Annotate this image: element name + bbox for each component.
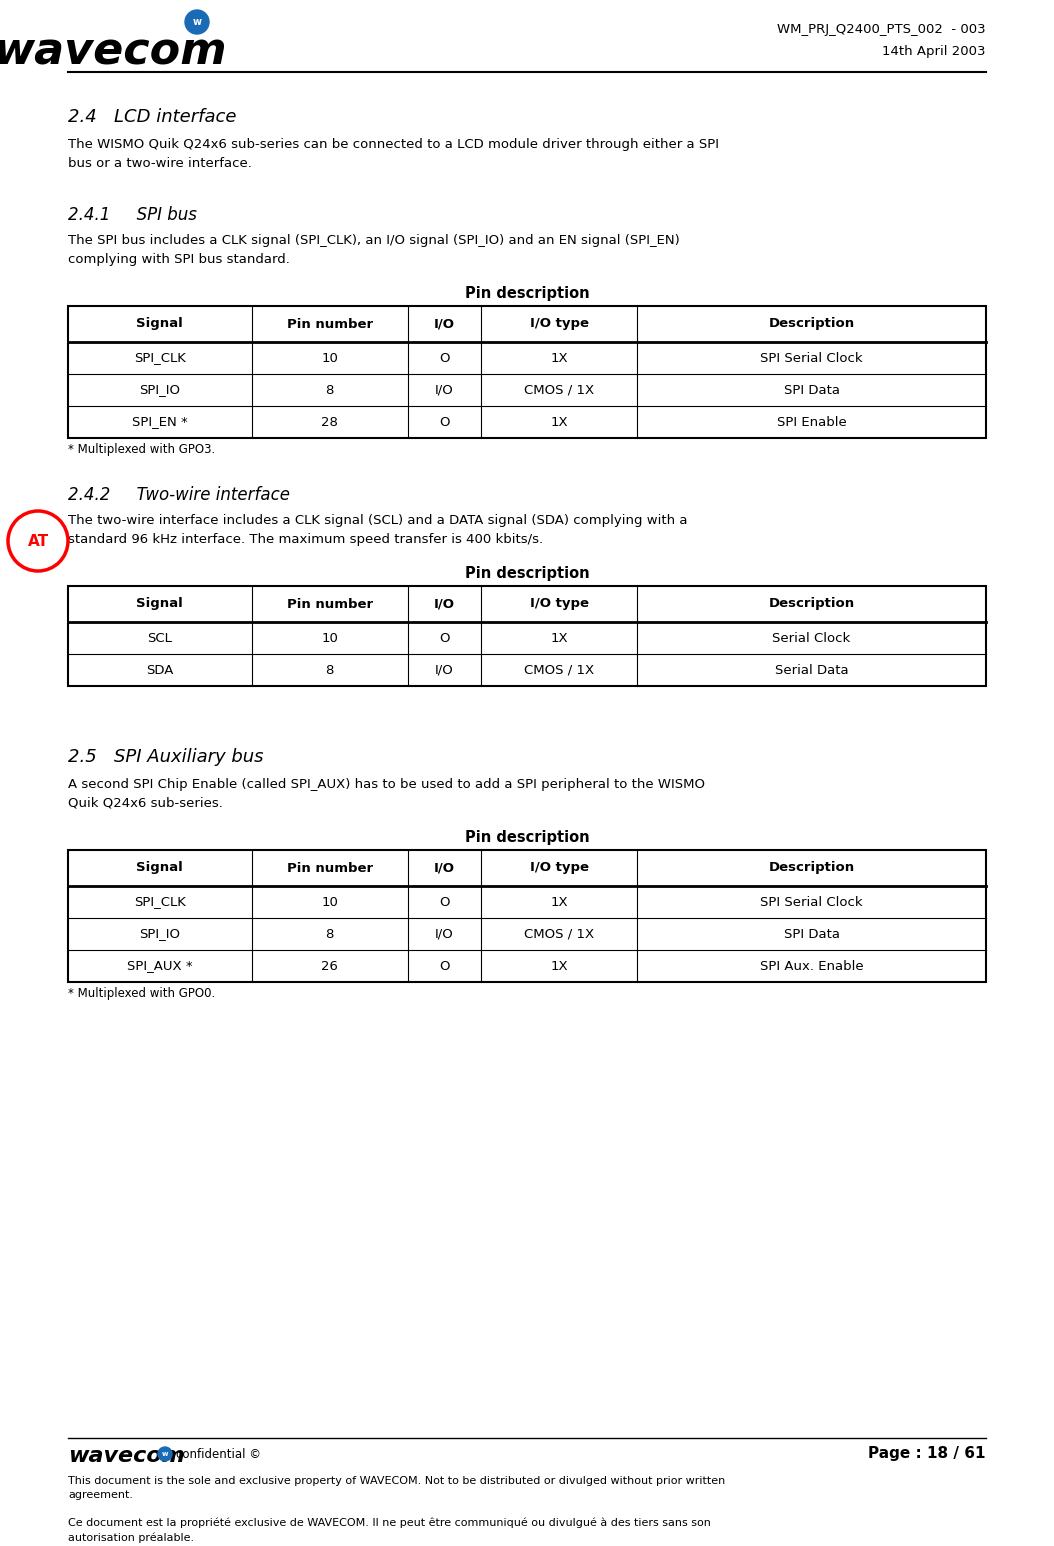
Bar <box>69 850 985 982</box>
Text: w: w <box>161 1452 169 1456</box>
Text: Serial Clock: Serial Clock <box>773 631 851 645</box>
Text: Pin description: Pin description <box>465 830 589 846</box>
Text: w: w <box>193 17 201 26</box>
Text: Pin description: Pin description <box>465 286 589 301</box>
Text: SDA: SDA <box>147 663 174 677</box>
Bar <box>69 306 985 438</box>
Text: I/O type: I/O type <box>529 317 588 331</box>
Text: I/O type: I/O type <box>529 597 588 611</box>
Text: 26: 26 <box>321 960 338 972</box>
Text: 8: 8 <box>326 663 334 677</box>
Text: Page : 18 / 61: Page : 18 / 61 <box>868 1446 985 1461</box>
Text: Signal: Signal <box>136 597 183 611</box>
Text: 14th April 2003: 14th April 2003 <box>882 45 985 59</box>
Text: 8: 8 <box>326 383 334 396</box>
Text: CMOS / 1X: CMOS / 1X <box>524 383 594 396</box>
Text: 1X: 1X <box>550 631 568 645</box>
Text: Description: Description <box>768 597 855 611</box>
Text: Serial Data: Serial Data <box>775 663 848 677</box>
Text: Signal: Signal <box>136 317 183 331</box>
Text: Signal: Signal <box>136 861 183 875</box>
Text: CMOS / 1X: CMOS / 1X <box>524 928 594 940</box>
Text: AT: AT <box>27 533 48 549</box>
Text: Pin number: Pin number <box>287 317 373 331</box>
Text: A second SPI Chip Enable (called SPI_AUX) has to be used to add a SPI peripheral: A second SPI Chip Enable (called SPI_AUX… <box>69 778 705 810</box>
Text: 2.4.2     Two-wire interface: 2.4.2 Two-wire interface <box>69 485 290 504</box>
Text: wavecom: wavecom <box>69 1446 184 1466</box>
Text: SPI_CLK: SPI_CLK <box>134 895 186 909</box>
Text: CMOS / 1X: CMOS / 1X <box>524 663 594 677</box>
Text: I/O: I/O <box>434 861 455 875</box>
Text: I/O: I/O <box>434 317 455 331</box>
Text: 10: 10 <box>321 895 338 909</box>
Text: 8: 8 <box>326 928 334 940</box>
Text: SPI_CLK: SPI_CLK <box>134 351 186 365</box>
Text: O: O <box>440 895 450 909</box>
Text: I/O: I/O <box>435 663 454 677</box>
Text: SPI_IO: SPI_IO <box>139 383 180 396</box>
Text: The SPI bus includes a CLK signal (SPI_CLK), an I/O signal (SPI_IO) and an EN si: The SPI bus includes a CLK signal (SPI_C… <box>69 233 680 266</box>
Text: The two-wire interface includes a CLK signal (SCL) and a DATA signal (SDA) compl: The two-wire interface includes a CLK si… <box>69 513 687 546</box>
Text: This document is the sole and exclusive property of WAVECOM. Not to be distribut: This document is the sole and exclusive … <box>69 1476 725 1500</box>
Text: 2.4.1     SPI bus: 2.4.1 SPI bus <box>69 206 197 224</box>
Text: O: O <box>440 631 450 645</box>
Text: SPI Serial Clock: SPI Serial Clock <box>760 895 863 909</box>
Bar <box>69 586 985 686</box>
Text: O: O <box>440 351 450 365</box>
Text: confidential ©: confidential © <box>176 1449 261 1461</box>
Text: * Multiplexed with GPO3.: * Multiplexed with GPO3. <box>69 444 215 456</box>
Text: 1X: 1X <box>550 351 568 365</box>
Text: SPI Aux. Enable: SPI Aux. Enable <box>760 960 863 972</box>
Text: 2.4   LCD interface: 2.4 LCD interface <box>69 108 236 127</box>
Text: 1X: 1X <box>550 960 568 972</box>
Text: Ce document est la propriété exclusive de WAVECOM. Il ne peut être communiqué ou: Ce document est la propriété exclusive d… <box>69 1518 710 1543</box>
Text: 10: 10 <box>321 631 338 645</box>
Text: SPI Enable: SPI Enable <box>777 416 846 428</box>
Text: SPI_AUX *: SPI_AUX * <box>126 960 193 972</box>
Text: I/O: I/O <box>435 383 454 396</box>
Text: 2.5   SPI Auxiliary bus: 2.5 SPI Auxiliary bus <box>69 748 264 765</box>
Circle shape <box>186 9 209 34</box>
Text: O: O <box>440 416 450 428</box>
Text: I/O: I/O <box>435 928 454 940</box>
Text: Description: Description <box>768 861 855 875</box>
Text: WM_PRJ_Q2400_PTS_002  - 003: WM_PRJ_Q2400_PTS_002 - 003 <box>778 23 985 37</box>
Text: 1X: 1X <box>550 416 568 428</box>
Text: 10: 10 <box>321 351 338 365</box>
Text: Description: Description <box>768 317 855 331</box>
Circle shape <box>158 1447 172 1461</box>
Text: O: O <box>440 960 450 972</box>
Text: Pin description: Pin description <box>465 566 589 581</box>
Text: Pin number: Pin number <box>287 861 373 875</box>
Text: * Multiplexed with GPO0.: * Multiplexed with GPO0. <box>69 986 215 1000</box>
Text: 1X: 1X <box>550 895 568 909</box>
Text: wavecom: wavecom <box>0 31 227 74</box>
Text: SPI Data: SPI Data <box>783 928 840 940</box>
Text: The WISMO Quik Q24x6 sub-series can be connected to a LCD module driver through : The WISMO Quik Q24x6 sub-series can be c… <box>69 138 719 170</box>
Text: SPI_IO: SPI_IO <box>139 928 180 940</box>
Text: SPI_EN *: SPI_EN * <box>132 416 188 428</box>
Text: SCL: SCL <box>148 631 172 645</box>
Text: Pin number: Pin number <box>287 597 373 611</box>
Text: SPI Serial Clock: SPI Serial Clock <box>760 351 863 365</box>
Text: 28: 28 <box>321 416 338 428</box>
Text: I/O type: I/O type <box>529 861 588 875</box>
Text: I/O: I/O <box>434 597 455 611</box>
Text: SPI Data: SPI Data <box>783 383 840 396</box>
